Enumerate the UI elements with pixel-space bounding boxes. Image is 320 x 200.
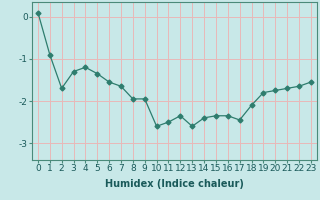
X-axis label: Humidex (Indice chaleur): Humidex (Indice chaleur) xyxy=(105,179,244,189)
